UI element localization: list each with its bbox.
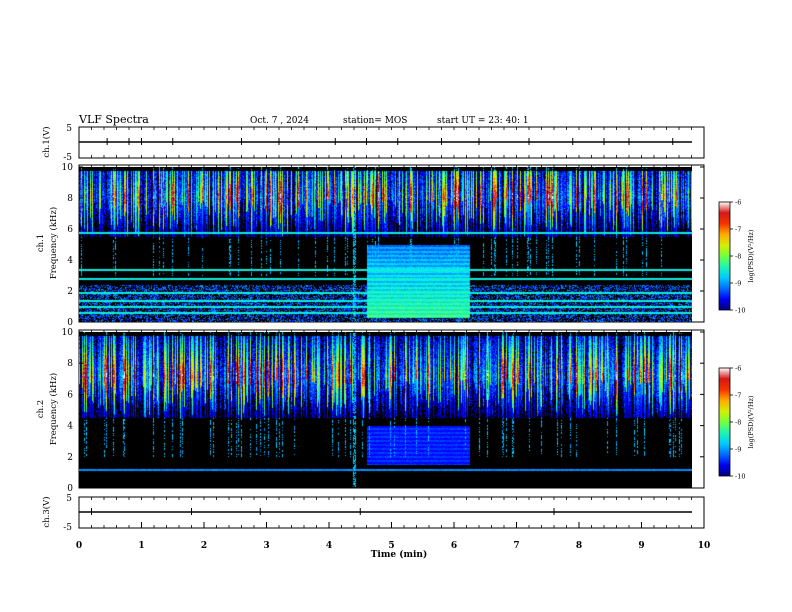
ch1-ytick-top: 5 [66, 124, 72, 134]
ch2-spectrogram-ylabel-frequency: Frequency (kHz) [48, 373, 59, 445]
xtick-label: 1 [138, 541, 144, 551]
ytick-label: 4 [67, 422, 73, 432]
xtick-label: 8 [576, 541, 582, 551]
ytick-label: 4 [67, 256, 73, 266]
colorbar-tick-label: -6 [735, 199, 741, 207]
ch2-spectrogram-yticks: 0 2 4 6 8 10 [62, 328, 704, 494]
ch1-spectrogram-ylabel-channel: ch.1 [36, 234, 46, 252]
colorbar-tick-label: -7 [735, 226, 741, 234]
colorbar-gradient [718, 367, 731, 477]
date-label: Oct. 7 , 2024 [250, 116, 309, 126]
ytick-label: 8 [67, 359, 73, 369]
ch1-spectrogram-ylabel-frequency: Frequency (kHz) [48, 207, 59, 279]
ch3-ytick-top: 5 [66, 494, 72, 504]
colorbar-gradient [718, 201, 731, 311]
ytick-label: 10 [62, 328, 74, 338]
xtick-label: 4 [326, 541, 332, 551]
colorbar-tick-label: -9 [735, 446, 741, 454]
ytick-label: 0 [67, 484, 73, 494]
colorbar-tick-label: -10 [735, 473, 745, 481]
ch3-voltage-spikes [91, 508, 555, 515]
ch1-ytick-bottom: -5 [63, 153, 72, 163]
colorbar-tick-label: -9 [735, 280, 741, 288]
xtick-label: 7 [513, 541, 519, 551]
minor-tick-marks [78, 127, 705, 528]
ch3-voltage-panel: 5 -5 ch.3(V) [41, 494, 705, 533]
xtick-label: 10 [698, 541, 711, 551]
xtick-label: 2 [201, 541, 207, 551]
colorbar-label: log(PSD)(V²/Hz) [747, 229, 755, 282]
ch1-colorbar: -6 -7 -8 -9 -10 log(PSD)(V²/Hz) [718, 199, 755, 315]
ch1-voltage-spikes [106, 138, 674, 145]
colorbar-tick-label: -8 [735, 419, 741, 427]
station-label: station= MOS [343, 116, 407, 126]
ytick-label: 8 [67, 194, 73, 204]
ch1-voltage-panel: 5 -5 ch.1(V) [41, 124, 705, 163]
ch2-spectrogram-ylabel-channel: ch.2 [36, 400, 46, 418]
ytick-label: 2 [67, 453, 73, 463]
xtick-label: 9 [638, 541, 644, 551]
colorbar-tick-label: -6 [735, 365, 741, 373]
colorbar-tick-label: -7 [735, 392, 741, 400]
ytick-label: 10 [62, 163, 74, 173]
ch3-ytick-bottom: -5 [63, 523, 72, 533]
colorbar-tick-label: -8 [735, 253, 741, 261]
ytick-label: 2 [67, 287, 73, 297]
ytick-label: 6 [67, 225, 73, 235]
ytick-label: 0 [67, 318, 73, 328]
ch2-spectrogram-panel: 0 2 4 6 8 10 ch.2 Frequency (kHz) [36, 328, 705, 494]
figure-title: VLF Spectra [78, 113, 149, 126]
colorbar-tick-label: -10 [735, 307, 745, 315]
ch2-colorbar: -6 -7 -8 -9 -10 log(PSD)(V²/Hz) [718, 365, 755, 481]
time-axis-label: Time (min) [371, 549, 428, 560]
xtick-label: 3 [263, 541, 269, 551]
ch3-voltage-ylabel: ch.3(V) [41, 496, 52, 527]
xtick-label: 5 [388, 541, 394, 551]
ch1-spectrogram-yticks: 0 2 4 6 8 10 [62, 163, 704, 328]
ch1-spectrogram-panel: 0 2 4 6 8 10 ch.1 Frequency (kHz) [36, 163, 705, 328]
xtick-label: 6 [451, 541, 457, 551]
ch1-voltage-ylabel: ch.1(V) [41, 126, 52, 157]
xtick-label: 0 [76, 541, 82, 551]
ch1-spectrogram-image [79, 167, 692, 322]
colorbar-label: log(PSD)(V²/Hz) [747, 395, 755, 448]
ytick-label: 6 [67, 390, 73, 400]
start-time-label: start UT = 23: 40: 1 [437, 116, 529, 126]
ch2-spectrogram-image [79, 332, 692, 488]
